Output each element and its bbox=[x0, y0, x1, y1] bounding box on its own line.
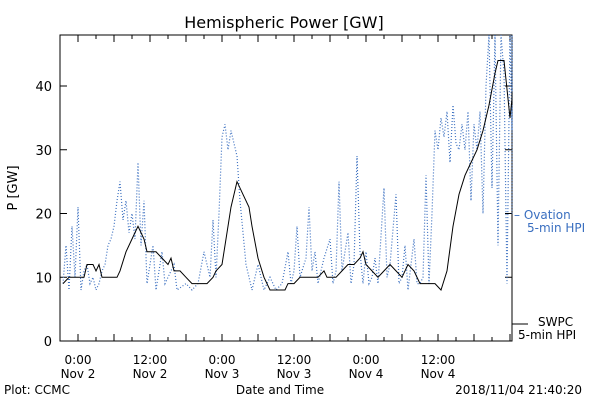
y-axis: 0 10 20 30 40 bbox=[35, 80, 512, 350]
footer-timestamp: 2018/11/04 21:40:20 bbox=[455, 383, 582, 397]
footer-credit: Plot: CCMC bbox=[4, 383, 70, 397]
y-tick-label: 30 bbox=[35, 144, 52, 159]
legend-ovation-line2: 5-min HPI bbox=[527, 221, 585, 235]
x-axis-label: Date and Time bbox=[236, 383, 324, 397]
x-tick-time-label: 0:00 bbox=[65, 353, 92, 367]
legend-ovation-line1: – Ovation bbox=[514, 208, 571, 222]
x-tick-date-label: Nov 4 bbox=[349, 367, 384, 381]
chart-title: Hemispheric Power [GW] bbox=[184, 13, 383, 32]
y-tick-label: 0 bbox=[44, 335, 52, 350]
ovation-prime-line bbox=[62, 34, 513, 292]
y-tick-label: 20 bbox=[35, 208, 52, 223]
swpc-line bbox=[62, 60, 513, 291]
series-swpc-hpi bbox=[62, 60, 513, 291]
x-tick-date-label: Nov 2 bbox=[61, 367, 96, 381]
x-tick-date-label: Nov 2 bbox=[133, 367, 168, 381]
legend-swpc-line2: 5-min HPI bbox=[518, 328, 576, 342]
legend-swpc-line1: SWPC bbox=[538, 315, 573, 329]
y-axis-label: P [GW] bbox=[6, 165, 21, 210]
x-tick-time-label: 0:00 bbox=[209, 353, 236, 367]
y-tick-label: 10 bbox=[35, 271, 52, 286]
x-tick-time-label: 12:00 bbox=[421, 353, 456, 367]
x-tick-time-label: 12:00 bbox=[277, 353, 312, 367]
legend-swpc: SWPC 5-min HPI bbox=[512, 315, 576, 342]
x-tick-time-label: 0:00 bbox=[353, 353, 380, 367]
legend-ovation: – Ovation 5-min HPI bbox=[514, 208, 585, 235]
x-tick-date-label: Nov 3 bbox=[277, 367, 312, 381]
plot-frame bbox=[59, 34, 513, 342]
series-ovation-prime-hpi bbox=[62, 34, 513, 292]
y-tick-label: 40 bbox=[35, 80, 52, 95]
x-tick-time-label: 12:00 bbox=[133, 353, 168, 367]
x-tick-date-label: Nov 4 bbox=[421, 367, 456, 381]
x-tick-date-label: Nov 3 bbox=[205, 367, 240, 381]
